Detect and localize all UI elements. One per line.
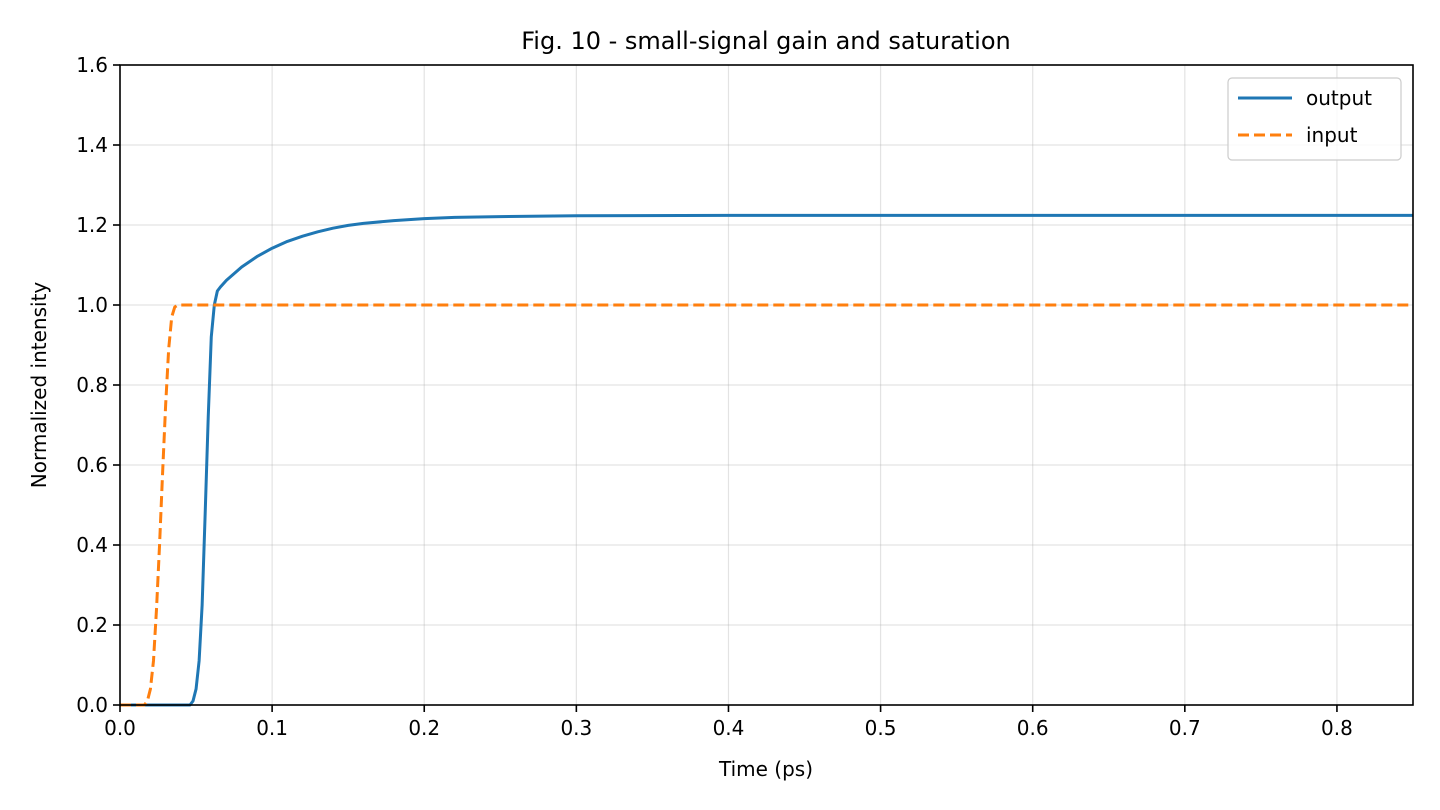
chart-title: Fig. 10 - small-signal gain and saturati… xyxy=(521,27,1011,55)
x-tick-label: 0.7 xyxy=(1169,716,1201,740)
series-line-input xyxy=(120,303,1413,707)
y-tick-label: 0.0 xyxy=(76,693,108,717)
x-tick-label: 0.0 xyxy=(104,716,136,740)
legend-label-input: input xyxy=(1306,123,1358,147)
legend: output input xyxy=(1227,77,1402,161)
y-tick-label: 0.2 xyxy=(76,613,108,637)
series-lines xyxy=(120,213,1413,707)
series-line-output xyxy=(120,213,1413,707)
x-tick-label: 0.5 xyxy=(865,716,897,740)
y-axis-label: Normalized intensity xyxy=(27,282,51,489)
y-tick-label: 0.6 xyxy=(76,453,108,477)
x-tick-label: 0.2 xyxy=(408,716,440,740)
y-tick-label: 1.0 xyxy=(76,293,108,317)
legend-label-output: output xyxy=(1306,86,1372,110)
y-tick-label: 0.4 xyxy=(76,533,108,557)
y-tick-label: 0.8 xyxy=(76,373,108,397)
x-tick-label: 0.6 xyxy=(1017,716,1049,740)
plot-background xyxy=(120,65,1413,705)
y-tick-label: 1.2 xyxy=(76,213,108,237)
axis-ticks: 0.0 0.1 0.2 0.3 0.4 0.5 0.6 0.7 0.8 0.0 0.2 0.4 0.6 0… xyxy=(76,53,1353,740)
y-tick-label: 1.6 xyxy=(76,53,108,77)
y-tick-label: 1.4 xyxy=(76,133,108,157)
x-axis-label: Time (ps) xyxy=(718,757,813,781)
x-tick-label: 0.3 xyxy=(560,716,592,740)
x-tick-label: 0.1 xyxy=(256,716,288,740)
x-tick-label: 0.8 xyxy=(1321,716,1353,740)
x-tick-label: 0.4 xyxy=(713,716,745,740)
